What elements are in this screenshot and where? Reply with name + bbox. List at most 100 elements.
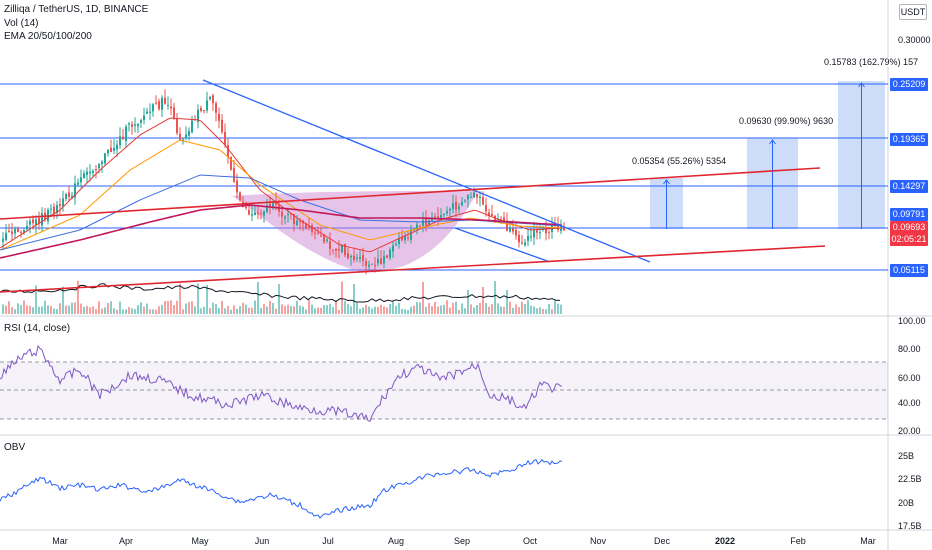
volume-bar — [179, 283, 181, 314]
candle-body — [503, 217, 505, 222]
volume-bar — [299, 305, 301, 314]
volume-bar — [50, 305, 52, 314]
volume-bar — [338, 309, 340, 314]
candle-body — [131, 124, 133, 127]
volume-bar — [56, 309, 58, 314]
volume-bar — [191, 301, 193, 314]
volume-bar — [398, 303, 400, 314]
volume-bar — [524, 304, 526, 314]
volume-bar — [479, 302, 481, 314]
volume-bar — [428, 303, 430, 314]
candle-body — [50, 208, 52, 210]
candle-body — [11, 231, 13, 235]
volume-bar — [242, 302, 244, 314]
volume-bar — [401, 308, 403, 314]
candle-body — [269, 203, 271, 208]
current-price-tag: 0.09693 — [890, 221, 928, 234]
volume-bar — [161, 304, 163, 314]
volume-bar — [188, 302, 190, 314]
candle-body — [548, 231, 550, 233]
candle-body — [326, 239, 328, 241]
time-label-Apr: Apr — [119, 536, 133, 546]
volume-bar — [77, 280, 79, 314]
time-label-Oct: Oct — [523, 536, 538, 546]
candle-body — [329, 241, 331, 249]
candle-body — [341, 245, 343, 252]
candle-body — [485, 205, 487, 212]
volume-bar — [488, 306, 490, 314]
candle-body — [539, 232, 541, 234]
volume-bar — [332, 306, 334, 314]
volume-bar — [317, 307, 319, 314]
volume-bar — [137, 305, 139, 314]
volume-bar — [470, 304, 472, 314]
symbol-title: Zilliqa / TetherUS, 1D, BINANCE — [4, 4, 149, 15]
volume-bar — [518, 307, 520, 314]
candle-body — [440, 215, 442, 218]
candle-body — [125, 126, 127, 142]
candle-body — [86, 171, 88, 175]
time-label-Jun: Jun — [255, 536, 270, 546]
volume-bar — [272, 302, 274, 314]
volume-bar — [473, 307, 475, 314]
volume-bar — [17, 303, 19, 314]
candle-body — [437, 216, 439, 218]
candle-body — [95, 169, 97, 171]
candle-body — [212, 95, 214, 104]
volume-bar — [431, 306, 433, 314]
target-arrowhead-1 — [663, 179, 670, 185]
candle-body — [464, 200, 466, 202]
volume-bar — [311, 304, 313, 314]
volume-bar — [122, 309, 124, 314]
candle-body — [359, 257, 361, 259]
candle-body — [275, 200, 277, 205]
volume-bar — [545, 309, 547, 314]
volume-bar — [227, 305, 229, 314]
volume-bar — [209, 308, 211, 314]
ema20-line — [0, 117, 562, 253]
volume-bar — [455, 301, 457, 314]
volume-bar — [86, 306, 88, 314]
candle-body — [320, 235, 322, 237]
candle-body — [221, 119, 223, 133]
target-arrowhead-3 — [858, 82, 865, 88]
candle-body — [134, 124, 136, 126]
volume-bar — [155, 309, 157, 314]
volume-bar — [257, 281, 259, 314]
candle-body — [494, 216, 496, 222]
volume-bar — [356, 302, 358, 314]
candle-body — [74, 183, 76, 198]
flag-support-line — [454, 227, 551, 263]
volume-bar — [410, 306, 412, 314]
volume-bar — [71, 302, 73, 314]
candle-body — [206, 100, 208, 111]
volume-bar — [116, 309, 118, 314]
candle-body — [545, 227, 547, 234]
candle-body — [488, 212, 490, 216]
candle-body — [263, 211, 265, 216]
volume-bar — [146, 303, 148, 314]
candle-body — [299, 220, 301, 222]
candle-body — [209, 97, 211, 100]
volume-bar — [95, 309, 97, 314]
currency-button[interactable]: USDT — [899, 4, 927, 20]
candle-body — [281, 211, 283, 217]
target-arrowhead-2 — [769, 139, 776, 145]
candle-body — [467, 195, 469, 200]
candle-body — [80, 177, 82, 183]
level-tag-0.09791: 0.09791 — [890, 208, 928, 221]
ema200-line — [0, 204, 562, 259]
volume-bar — [212, 302, 214, 314]
candle-body — [338, 249, 340, 251]
volume-bar — [413, 305, 415, 314]
candle-body — [200, 107, 202, 111]
volume-bar — [551, 309, 553, 314]
candle-body — [137, 123, 139, 127]
candle-body — [557, 223, 559, 230]
volume-bar — [266, 306, 268, 314]
candle-body — [305, 222, 307, 229]
candle-body — [260, 213, 262, 215]
candle-body — [377, 258, 379, 264]
volume-bar — [47, 305, 49, 314]
